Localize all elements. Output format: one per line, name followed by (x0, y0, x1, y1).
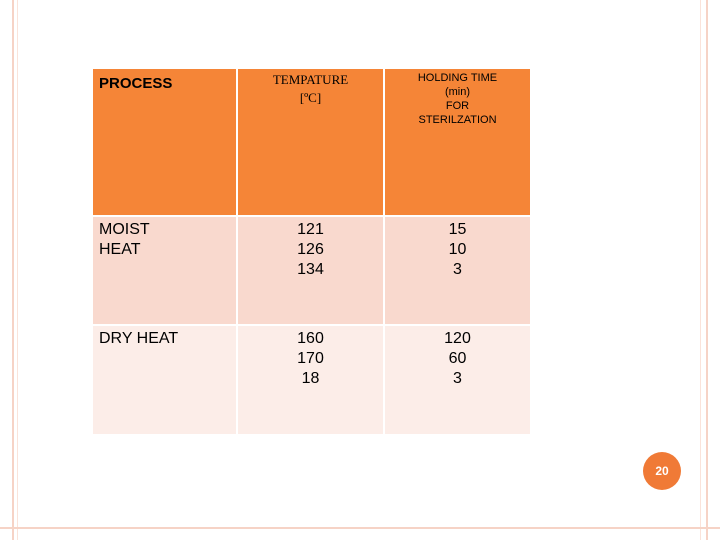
table-header-row: PROCESS TEMPATURE [ºC] HOLDING TIME (min… (91, 67, 532, 217)
header-cell-holding-time: HOLDING TIME (min) FOR STERILZATION (383, 67, 532, 217)
holding-time-value: 60 (448, 350, 467, 367)
temperature-value: 134 (297, 261, 324, 278)
slide-frame-right-inner-line (700, 0, 701, 540)
holding-time-value: 120 (444, 330, 471, 347)
temperature-value: 170 (297, 350, 324, 367)
header-holding-time-line: STERILZATION (418, 114, 497, 126)
header-holding-time-line: HOLDING TIME (417, 72, 498, 84)
table-row: DRY HEAT 160 170 18 120 60 3 (91, 324, 532, 436)
temperature-values: 121 126 134 (238, 217, 383, 280)
header-holding-time-line: FOR (445, 100, 470, 112)
header-process-label: PROCESS (99, 75, 173, 92)
header-temperature-unit: [ºC] (299, 90, 322, 105)
process-label: MOIST HEAT (93, 217, 236, 260)
process-label-line: HEAT (99, 241, 141, 258)
temperature-value: 18 (301, 370, 320, 387)
header-temperature-label: TEMPATURE [ºC] (238, 69, 383, 107)
process-label-line: DRY HEAT (99, 330, 179, 347)
process-cell: DRY HEAT (91, 324, 238, 436)
slide-frame-left-line (12, 0, 14, 540)
page-number-badge: 20 (639, 448, 685, 494)
slide-frame-left-inner-line (17, 0, 18, 540)
header-cell-process: PROCESS (91, 67, 238, 217)
temperature-values: 160 170 18 (238, 326, 383, 389)
header-holding-time-line: (min) (444, 86, 471, 98)
holding-time-cell: 15 10 3 (383, 215, 532, 326)
header-holding-time-label: HOLDING TIME (min) FOR STERILZATION (385, 69, 530, 127)
sterilization-table: PROCESS TEMPATURE [ºC] HOLDING TIME (min… (91, 67, 532, 436)
holding-time-values: 15 10 3 (385, 217, 530, 280)
table-row: MOIST HEAT 121 126 134 15 10 3 (91, 215, 532, 326)
holding-time-value: 3 (453, 370, 462, 387)
process-label: DRY HEAT (93, 326, 236, 349)
slide-frame-bottom-line (0, 527, 720, 529)
process-label-line: MOIST (99, 221, 150, 238)
temperature-value: 160 (297, 330, 324, 347)
temperature-value: 121 (297, 221, 324, 238)
temperature-cell: 121 126 134 (236, 215, 385, 326)
holding-time-value: 3 (453, 261, 462, 278)
temperature-cell: 160 170 18 (236, 324, 385, 436)
header-cell-temperature: TEMPATURE [ºC] (236, 67, 385, 217)
process-cell: MOIST HEAT (91, 215, 238, 326)
holding-time-value: 15 (448, 221, 467, 238)
holding-time-values: 120 60 3 (385, 326, 530, 389)
temperature-value: 126 (297, 241, 324, 258)
page-number: 20 (643, 452, 681, 490)
holding-time-value: 10 (448, 241, 467, 258)
header-temperature-line: TEMPATURE (272, 72, 349, 87)
holding-time-cell: 120 60 3 (383, 324, 532, 436)
slide-frame-right-line (706, 0, 708, 540)
